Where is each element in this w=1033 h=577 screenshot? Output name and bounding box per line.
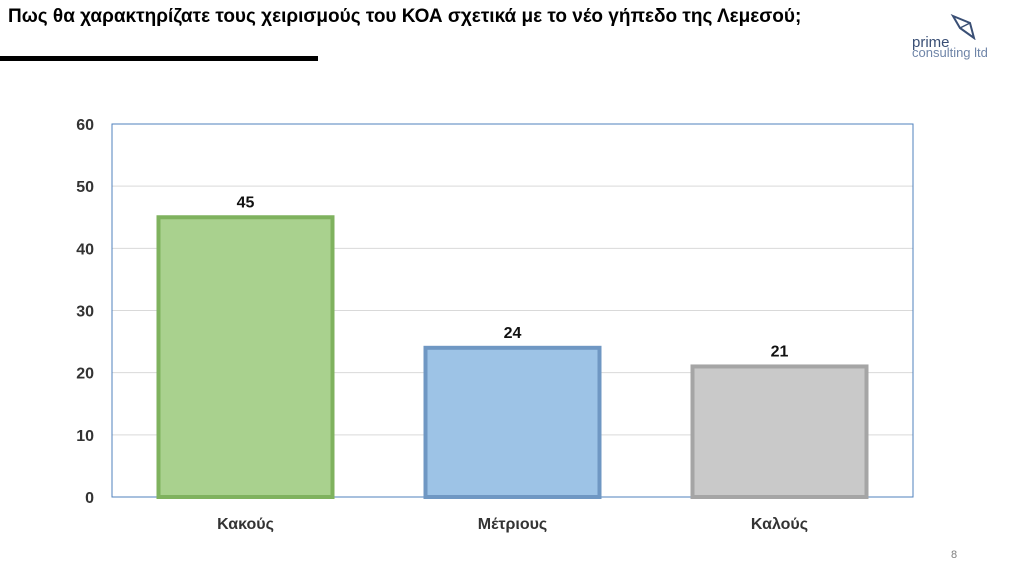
data-label: 24 [504, 325, 522, 342]
data-label: 45 [237, 194, 255, 211]
slide-title: Πως θα χαρακτηρίζατε τους χειρισμούς του… [8, 6, 802, 27]
y-tick-label: 10 [76, 428, 94, 445]
y-tick-label: 0 [85, 490, 94, 507]
data-label: 21 [771, 343, 789, 360]
x-category-label: Κακούς [217, 516, 274, 533]
bar [423, 345, 602, 499]
x-category-label: Μέτριους [478, 516, 547, 533]
bar [156, 215, 335, 499]
x-category-label: Καλούς [751, 516, 808, 533]
y-tick-label: 20 [76, 366, 94, 383]
bar [690, 364, 869, 500]
y-tick-label: 40 [76, 241, 94, 258]
prime-star-icon [950, 14, 976, 40]
y-tick-label: 50 [76, 179, 94, 196]
logo-text-consulting: consulting ltd [912, 45, 988, 60]
logo-text-prime: prime [912, 34, 950, 51]
company-logo: prime consulting ltd [908, 14, 1018, 60]
page-number: 8 [951, 549, 958, 561]
title-underline [0, 56, 318, 61]
y-tick-label: 60 [76, 117, 94, 134]
y-tick-label: 30 [76, 304, 94, 321]
